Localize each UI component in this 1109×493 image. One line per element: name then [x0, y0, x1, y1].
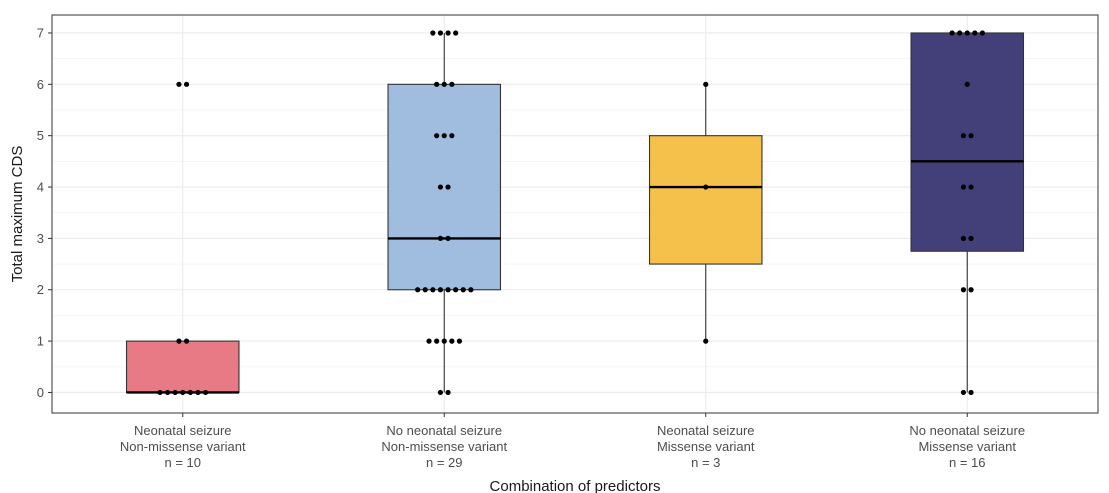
data-point	[172, 389, 178, 396]
x-tick-label: n = 10	[164, 455, 201, 470]
data-point	[157, 389, 163, 396]
data-point	[445, 389, 451, 396]
data-point	[441, 338, 447, 344]
x-tick-label: No neonatal seizure	[386, 423, 502, 438]
panel-border	[51, 14, 1099, 414]
point-group	[157, 81, 209, 396]
data-point	[176, 81, 182, 87]
data-point	[445, 184, 451, 190]
data-point	[437, 30, 444, 36]
y-tick-label: 0	[37, 385, 44, 400]
data-point	[468, 287, 474, 293]
data-point	[437, 184, 444, 190]
data-point	[703, 184, 709, 190]
point-group	[703, 81, 709, 344]
data-point	[960, 184, 967, 190]
x-tick-label: Neonatal seizure	[134, 423, 232, 438]
data-point	[449, 338, 455, 344]
data-point	[968, 184, 974, 190]
y-axis-title: Total maximum CDS	[9, 146, 26, 283]
y-tick-label: 7	[37, 25, 44, 40]
data-point	[164, 389, 171, 396]
y-tick-label: 2	[37, 282, 44, 297]
data-point	[949, 30, 955, 36]
data-point	[415, 287, 421, 293]
data-point	[960, 235, 967, 241]
data-point	[430, 30, 436, 36]
data-point	[183, 338, 190, 344]
data-point	[434, 81, 440, 87]
x-tick-label: No neonatal seizure	[909, 423, 1025, 438]
data-point	[187, 389, 193, 396]
data-point	[441, 81, 447, 87]
data-point	[449, 81, 455, 87]
data-point	[437, 389, 444, 396]
x-tick-label: n = 3	[691, 455, 720, 470]
data-point	[180, 389, 186, 396]
box-layer	[125, 32, 1025, 394]
x-tick-label: Missense variant	[918, 439, 1016, 454]
data-point	[703, 338, 709, 344]
point-group	[415, 30, 474, 396]
data-point	[441, 133, 447, 139]
data-point	[426, 338, 432, 344]
data-point	[195, 389, 201, 396]
x-tick-label: Missense variant	[657, 439, 755, 454]
box-group	[125, 340, 240, 394]
box	[125, 340, 240, 394]
box	[387, 83, 502, 291]
y-tick-label: 5	[37, 128, 44, 143]
data-point	[183, 81, 190, 87]
data-point	[456, 338, 463, 344]
data-point	[445, 287, 451, 293]
x-tick-label: n = 29	[426, 455, 463, 470]
data-point	[422, 287, 428, 293]
data-point	[968, 389, 974, 396]
data-point	[964, 30, 970, 36]
x-tick-label: Non-missense variant	[381, 439, 507, 454]
x-tick-label: n = 16	[949, 455, 986, 470]
data-point	[460, 287, 466, 293]
y-tick-label: 6	[37, 77, 44, 92]
data-point	[968, 287, 974, 293]
data-point	[968, 235, 974, 241]
data-point	[449, 133, 455, 139]
box	[648, 135, 763, 265]
box-group	[648, 84, 763, 342]
y-tick-label: 4	[37, 180, 44, 195]
data-point	[430, 287, 436, 293]
data-point	[960, 133, 967, 139]
point-group	[949, 30, 986, 396]
point-layer	[157, 30, 986, 396]
y-tick-label: 3	[37, 231, 44, 246]
data-point	[979, 30, 986, 36]
data-point	[176, 338, 182, 344]
data-point	[437, 235, 444, 241]
data-point	[202, 389, 209, 396]
data-point	[960, 287, 967, 293]
data-point	[434, 338, 440, 344]
data-point	[434, 133, 440, 139]
data-point	[453, 30, 459, 36]
data-point	[968, 133, 974, 139]
data-point	[437, 287, 444, 293]
data-point	[445, 30, 451, 36]
box	[910, 32, 1025, 252]
data-point	[445, 235, 451, 241]
y-tick-label: 1	[37, 334, 44, 349]
x-axis-title: Combination of predictors	[490, 478, 661, 493]
data-point	[964, 81, 970, 87]
data-point	[960, 389, 967, 396]
data-point	[703, 81, 709, 87]
x-tick-label: Neonatal seizure	[657, 423, 755, 438]
x-tick-label: Non-missense variant	[120, 439, 246, 454]
data-point	[972, 30, 978, 36]
data-point	[453, 287, 459, 293]
data-point	[957, 30, 963, 36]
